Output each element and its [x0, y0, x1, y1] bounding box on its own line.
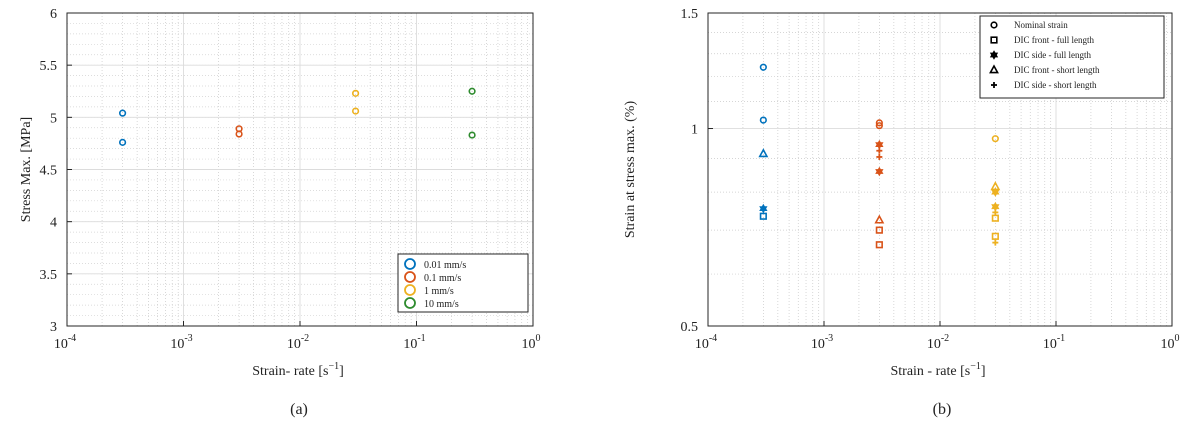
data-point: [875, 139, 884, 150]
data-point: [874, 214, 885, 224]
legend-box: [979, 15, 1165, 99]
data-point: [759, 63, 767, 71]
data-point: [118, 138, 127, 146]
legend-entry: DIC front - short length: [1014, 65, 1100, 75]
y-axis-label: Strain at stress max. (%): [623, 101, 638, 239]
legend-entry: 0.1 mm/s: [424, 273, 461, 284]
legend-marker-icon: [989, 64, 999, 74]
y-axis-label: Stress Max. [MPa]: [19, 117, 34, 222]
x-tick-label: 10-2: [927, 333, 949, 352]
data-point: [991, 232, 999, 240]
data-point: [758, 148, 769, 158]
data-point: [991, 135, 999, 143]
data-point: [351, 89, 360, 97]
x-tick-label: 10-3: [170, 333, 192, 352]
x-tick-label: 100: [522, 333, 541, 352]
figure-panel-a: 10-4 10-3 10-2 10-1 100 3 3.5 4 4.5 5 5.5 6 0.01 mm…: [0, 0, 598, 426]
x-tick-label: 10-4: [695, 333, 717, 352]
data-point: [992, 239, 999, 246]
data-point: [875, 226, 883, 234]
data-point: [876, 153, 883, 160]
data-point: [875, 122, 883, 130]
data-point: [468, 87, 476, 95]
data-point: [235, 130, 243, 138]
data-point: [991, 201, 1000, 212]
legend-entry: DIC front - full length: [1014, 35, 1094, 45]
y-tick-label: 4.5: [40, 164, 58, 179]
panel-label: (a): [290, 401, 308, 418]
legend-marker-icon: [989, 50, 999, 60]
y-tick-label: 1: [691, 123, 698, 138]
legend-marker-icon: [404, 258, 416, 270]
legend: Nominal strain DIC front - full length DIC…: [979, 15, 1165, 99]
x-tick-label: 10-4: [54, 333, 76, 352]
data-point: [876, 147, 883, 154]
x-axis-label: Strain - rate [s−1]: [890, 361, 985, 379]
strain-at-stress-max-chart: 10-4 10-3 10-2 10-1 100 0.5 1 1.5 Nominal strai…: [623, 7, 1180, 418]
x-tick-label: 10-1: [1043, 333, 1065, 352]
panel-label: (b): [933, 401, 952, 418]
data-point: [118, 109, 127, 117]
legend-entry: DIC side - full length: [1014, 50, 1091, 60]
legend-marker-icon: [404, 271, 416, 283]
x-tick-label: 10-3: [811, 333, 833, 352]
data-point: [759, 116, 767, 124]
y-tick-label: 3: [50, 320, 57, 335]
data-point: [875, 119, 883, 127]
legend-marker-icon: [991, 82, 997, 88]
y-tick-label: 5.5: [40, 59, 58, 74]
legend-entry: 1 mm/s: [424, 286, 454, 297]
data-point: [875, 241, 883, 249]
data-point: [759, 212, 767, 220]
figure-panel-b: 10-4 10-3 10-2 10-1 100 0.5 1 1.5 Nominal strai…: [598, 0, 1197, 426]
legend-marker-icon: [990, 21, 998, 29]
y-tick-label: 5: [50, 111, 57, 126]
data-point: [351, 107, 360, 115]
legend-entry: 0.01 mm/s: [424, 260, 466, 271]
x-axis-label: Strain- rate [s−1]: [252, 361, 344, 379]
x-tick-label: 10-2: [287, 333, 309, 352]
legend-entry: Nominal strain: [1014, 20, 1068, 30]
x-tick-label: 100: [1161, 333, 1180, 352]
legend-marker-icon: [404, 297, 416, 309]
data-point: [990, 181, 1001, 191]
y-tick-label: 4: [50, 216, 57, 231]
data-point: [759, 203, 768, 214]
legend-entry: DIC side - short length: [1014, 80, 1097, 90]
data-point: [992, 209, 999, 216]
legend-entry: 10 mm/s: [424, 299, 459, 310]
y-tick-label: 1.5: [681, 7, 699, 22]
legend-marker-icon: [990, 36, 998, 44]
y-tick-label: 3.5: [40, 268, 58, 283]
x-tick-label: 10-1: [403, 333, 425, 352]
legend-marker-icon: [404, 284, 416, 296]
data-point: [875, 166, 884, 177]
y-tick-label: 0.5: [681, 320, 699, 335]
legend-box: [397, 253, 529, 313]
data-point: [468, 131, 476, 139]
stress-max-chart: 10-4 10-3 10-2 10-1 100 3 3.5 4 4.5 5 5.5 6 0.01 mm…: [19, 7, 541, 418]
legend: 0.01 mm/s 0.1 mm/s 1 mm/s 10 mm/s: [397, 253, 529, 313]
y-tick-label: 6: [50, 7, 57, 22]
